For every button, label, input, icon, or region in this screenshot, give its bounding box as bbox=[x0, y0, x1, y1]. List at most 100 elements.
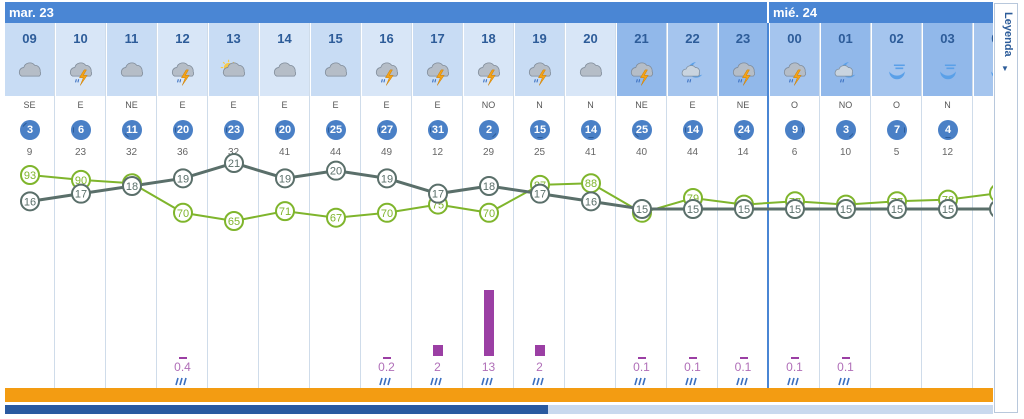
rain-amount: 0.4 bbox=[174, 360, 191, 374]
wind-direction: NE bbox=[125, 100, 138, 110]
wind-arrow-icon bbox=[532, 122, 548, 141]
hour-column: 00 O 9 6 0.1 bbox=[770, 23, 820, 388]
rain-bar bbox=[791, 357, 799, 359]
hour-header: 23 bbox=[719, 23, 767, 96]
wind-direction: NO bbox=[838, 100, 853, 110]
hour-header: 22 bbox=[668, 23, 717, 96]
hour-label: 22 bbox=[685, 31, 700, 46]
hour-label: 14 bbox=[277, 31, 292, 46]
legend-toggle-icon[interactable]: ▼ bbox=[1001, 64, 1009, 73]
hour-label: 12 bbox=[175, 31, 190, 46]
hour-header: 17 bbox=[413, 23, 462, 96]
wind-speed-badge: 15 bbox=[530, 120, 550, 140]
scroll-thumb[interactable] bbox=[5, 405, 548, 414]
rain-amount: 2 bbox=[536, 360, 543, 374]
wind-speed-badge: 20 bbox=[275, 120, 295, 140]
storm-icon bbox=[624, 59, 660, 87]
hour-header: 12 bbox=[158, 23, 207, 96]
night-clear-icon bbox=[930, 59, 966, 87]
wind-direction: E bbox=[383, 100, 390, 110]
cloudy-icon bbox=[573, 59, 609, 87]
hour-header: 15 bbox=[311, 23, 360, 96]
cloudy-icon bbox=[318, 59, 354, 87]
horizontal-scrollbar[interactable] bbox=[5, 405, 993, 414]
wind-direction: O bbox=[790, 100, 798, 110]
rain-bar bbox=[179, 357, 187, 359]
wind-direction: NE bbox=[736, 100, 750, 110]
hour-label: 02 bbox=[889, 31, 904, 46]
rain-amount: 0.1 bbox=[684, 360, 701, 374]
hour-label: 09 bbox=[22, 31, 37, 46]
legend-tab[interactable]: Leyenda ▼ bbox=[994, 3, 1018, 413]
wind-gust: 44 bbox=[686, 147, 699, 158]
wind-speed-badge: 23 bbox=[224, 120, 244, 140]
rain-bar bbox=[689, 357, 697, 359]
hour-label: 11 bbox=[124, 31, 139, 46]
storm-icon bbox=[63, 59, 99, 87]
hour-column: 18 NO 2 29 13 bbox=[464, 23, 514, 388]
hour-header: 18 bbox=[464, 23, 513, 96]
wind-speed-badge: 20 bbox=[173, 120, 193, 140]
wind-arrow-icon bbox=[223, 122, 242, 138]
hour-header: 09 bbox=[5, 23, 54, 96]
wind-arrow-icon bbox=[682, 122, 701, 138]
wind-arrow-icon bbox=[325, 122, 344, 138]
hour-header: 10 bbox=[56, 23, 105, 96]
hour-column: 02 O 7 5 bbox=[872, 23, 922, 388]
hour-header: 16 bbox=[362, 23, 411, 96]
rain-bar bbox=[433, 345, 443, 356]
wind-arrow-icon bbox=[940, 122, 956, 141]
rain-amount: 0.2 bbox=[378, 360, 395, 374]
wind-speed-badge: 27 bbox=[377, 120, 397, 140]
rain-amount: 0.1 bbox=[734, 360, 752, 374]
wind-gust: 32 bbox=[227, 147, 240, 158]
hour-column: 03 N 4 12 bbox=[923, 23, 973, 388]
rain-drops-icon bbox=[736, 376, 752, 388]
wind-gust: 12 bbox=[431, 147, 444, 158]
day-label-wed: mié. 24 bbox=[773, 5, 818, 20]
rain-drops-icon bbox=[532, 376, 548, 388]
hour-label: 16 bbox=[379, 31, 394, 46]
wind-direction: E bbox=[77, 100, 84, 110]
rain-bar bbox=[842, 357, 850, 359]
partly-cloudy-icon bbox=[216, 59, 252, 87]
hour-label: 04 bbox=[974, 31, 993, 46]
storm-icon bbox=[522, 59, 558, 87]
hour-header: 02 bbox=[872, 23, 921, 96]
hour-column: 04 N bbox=[974, 23, 993, 388]
day-bar: mar. 23 mié. 24 bbox=[5, 2, 993, 23]
hour-label: 15 bbox=[328, 31, 343, 46]
wind-speed-badge: 14 bbox=[581, 120, 601, 140]
night-rain-icon bbox=[675, 59, 711, 87]
hour-header: 14 bbox=[260, 23, 309, 96]
hour-label: 13 bbox=[226, 31, 241, 46]
wind-arrow-icon bbox=[376, 122, 395, 138]
wind-arrow-icon bbox=[889, 122, 908, 138]
wind-gust: 12 bbox=[941, 147, 954, 158]
storm-icon bbox=[369, 59, 405, 87]
rain-drops-icon bbox=[838, 376, 854, 388]
rain-drops-icon bbox=[175, 376, 191, 388]
hour-header: 00 bbox=[770, 23, 819, 96]
storm-icon bbox=[777, 59, 813, 87]
night-rain-icon bbox=[828, 59, 864, 87]
hour-label: 20 bbox=[583, 31, 598, 46]
hour-column: 13 E 23 32 bbox=[209, 23, 259, 388]
wind-gust: 6 bbox=[791, 147, 798, 158]
wind-speed-badge: 9 bbox=[785, 120, 805, 140]
hour-column: 01 NO 3 10 0.1 bbox=[821, 23, 871, 388]
hour-column: 14 E 20 41 bbox=[260, 23, 310, 388]
hour-label: 21 bbox=[634, 31, 649, 46]
hour-column: 10 E 6 23 bbox=[56, 23, 106, 388]
hour-label: 01 bbox=[838, 31, 853, 46]
wind-gust: 9 bbox=[26, 147, 33, 158]
wind-gust: 40 bbox=[635, 147, 648, 158]
wind-arrow-icon bbox=[70, 122, 89, 138]
hour-column: 11 NE 11 32 bbox=[107, 23, 157, 388]
hour-header: 19 bbox=[515, 23, 564, 96]
hour-label: 19 bbox=[532, 31, 547, 46]
rain-amount: 0.1 bbox=[837, 360, 854, 374]
wind-gust: 32 bbox=[125, 147, 138, 158]
wind-gust: 5 bbox=[893, 147, 900, 158]
hour-column: 16 E 27 49 0.2 bbox=[362, 23, 412, 388]
